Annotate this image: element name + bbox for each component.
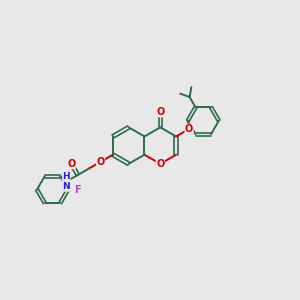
Text: O: O xyxy=(96,157,105,167)
Text: F: F xyxy=(74,184,81,195)
Text: O: O xyxy=(67,159,75,169)
Text: O: O xyxy=(156,159,164,169)
Text: O: O xyxy=(185,124,193,134)
Text: H
N: H N xyxy=(63,172,70,191)
Text: O: O xyxy=(156,107,164,117)
